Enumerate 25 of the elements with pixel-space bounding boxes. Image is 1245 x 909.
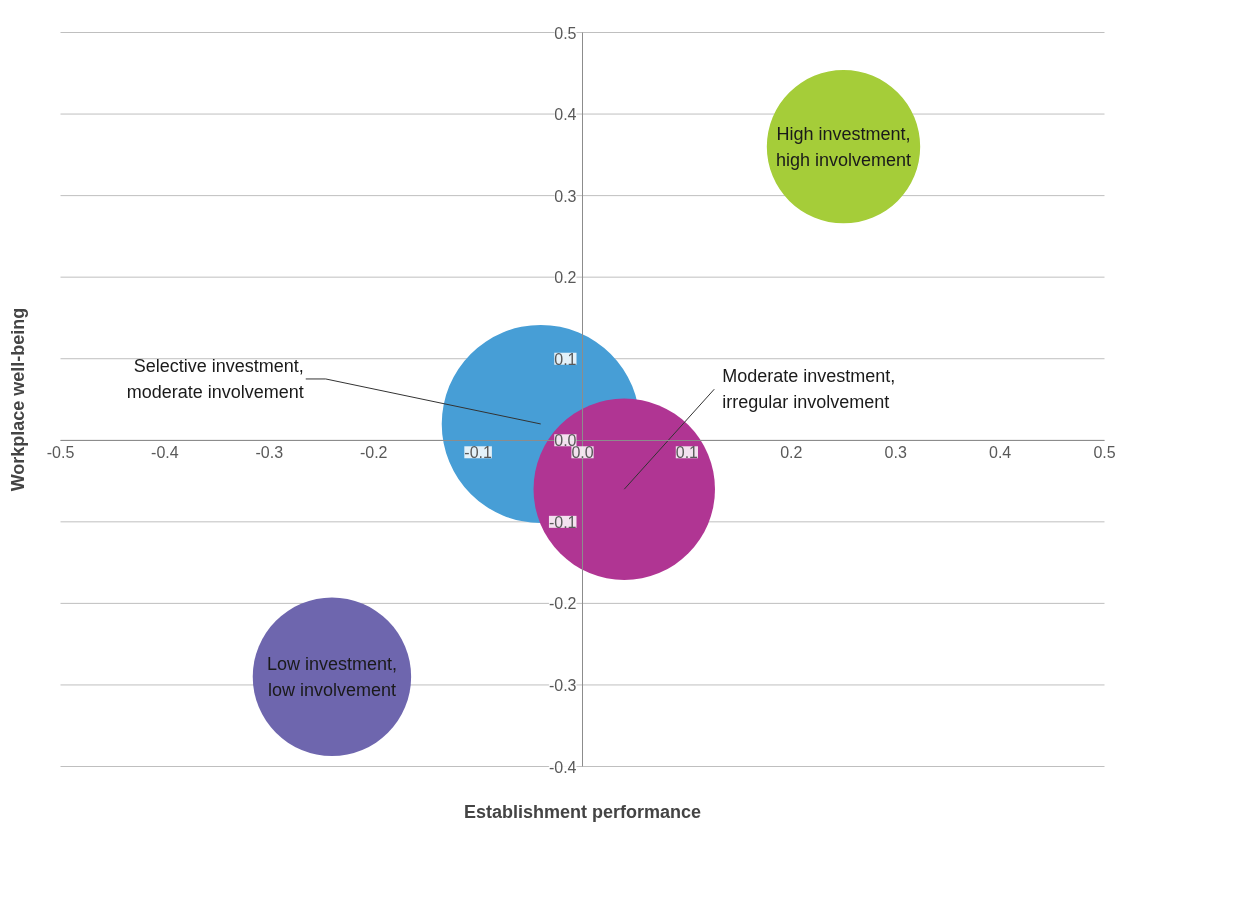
- y-tick-label: 0.1: [554, 350, 577, 368]
- series-label: Low investment, low involvement: [266, 653, 397, 700]
- series-label: High investment, high involvement: [775, 123, 912, 170]
- y-tick-label: 0.5: [554, 24, 577, 42]
- text: Selective investment, moderate involvement: [126, 355, 304, 402]
- x-tick-label: 0.3: [884, 444, 907, 462]
- x-tick-label: 0.4: [988, 444, 1012, 462]
- series-label: Moderate investment, irregular involvement: [722, 366, 896, 413]
- y-tick-label: 0.3: [554, 187, 577, 205]
- x-tick-label: -0.4: [151, 444, 179, 462]
- x-tick-label: 0.2: [780, 444, 803, 462]
- x-tick-label: -0.1: [464, 444, 492, 462]
- y-tick-label: -0.3: [548, 676, 577, 694]
- x-tick-label: -0.5: [46, 444, 75, 462]
- x-tick-label: -0.2: [359, 444, 388, 462]
- y-tick-label: -0.1: [548, 513, 577, 531]
- y-axis-title: Workplace well-being: [7, 307, 28, 492]
- x-axis-title: Establishment performance: [463, 801, 702, 822]
- y-tick-label: 0.4: [554, 106, 577, 124]
- x-tick-label: 0.1: [675, 444, 699, 462]
- y-tick-label: -0.2: [548, 595, 577, 613]
- y-tick-label: 0.2: [554, 269, 577, 287]
- x-tick-label: 0.5: [1093, 444, 1116, 462]
- x-tick-label: -0.3: [255, 444, 284, 462]
- y-tick-label: -0.4: [548, 758, 577, 776]
